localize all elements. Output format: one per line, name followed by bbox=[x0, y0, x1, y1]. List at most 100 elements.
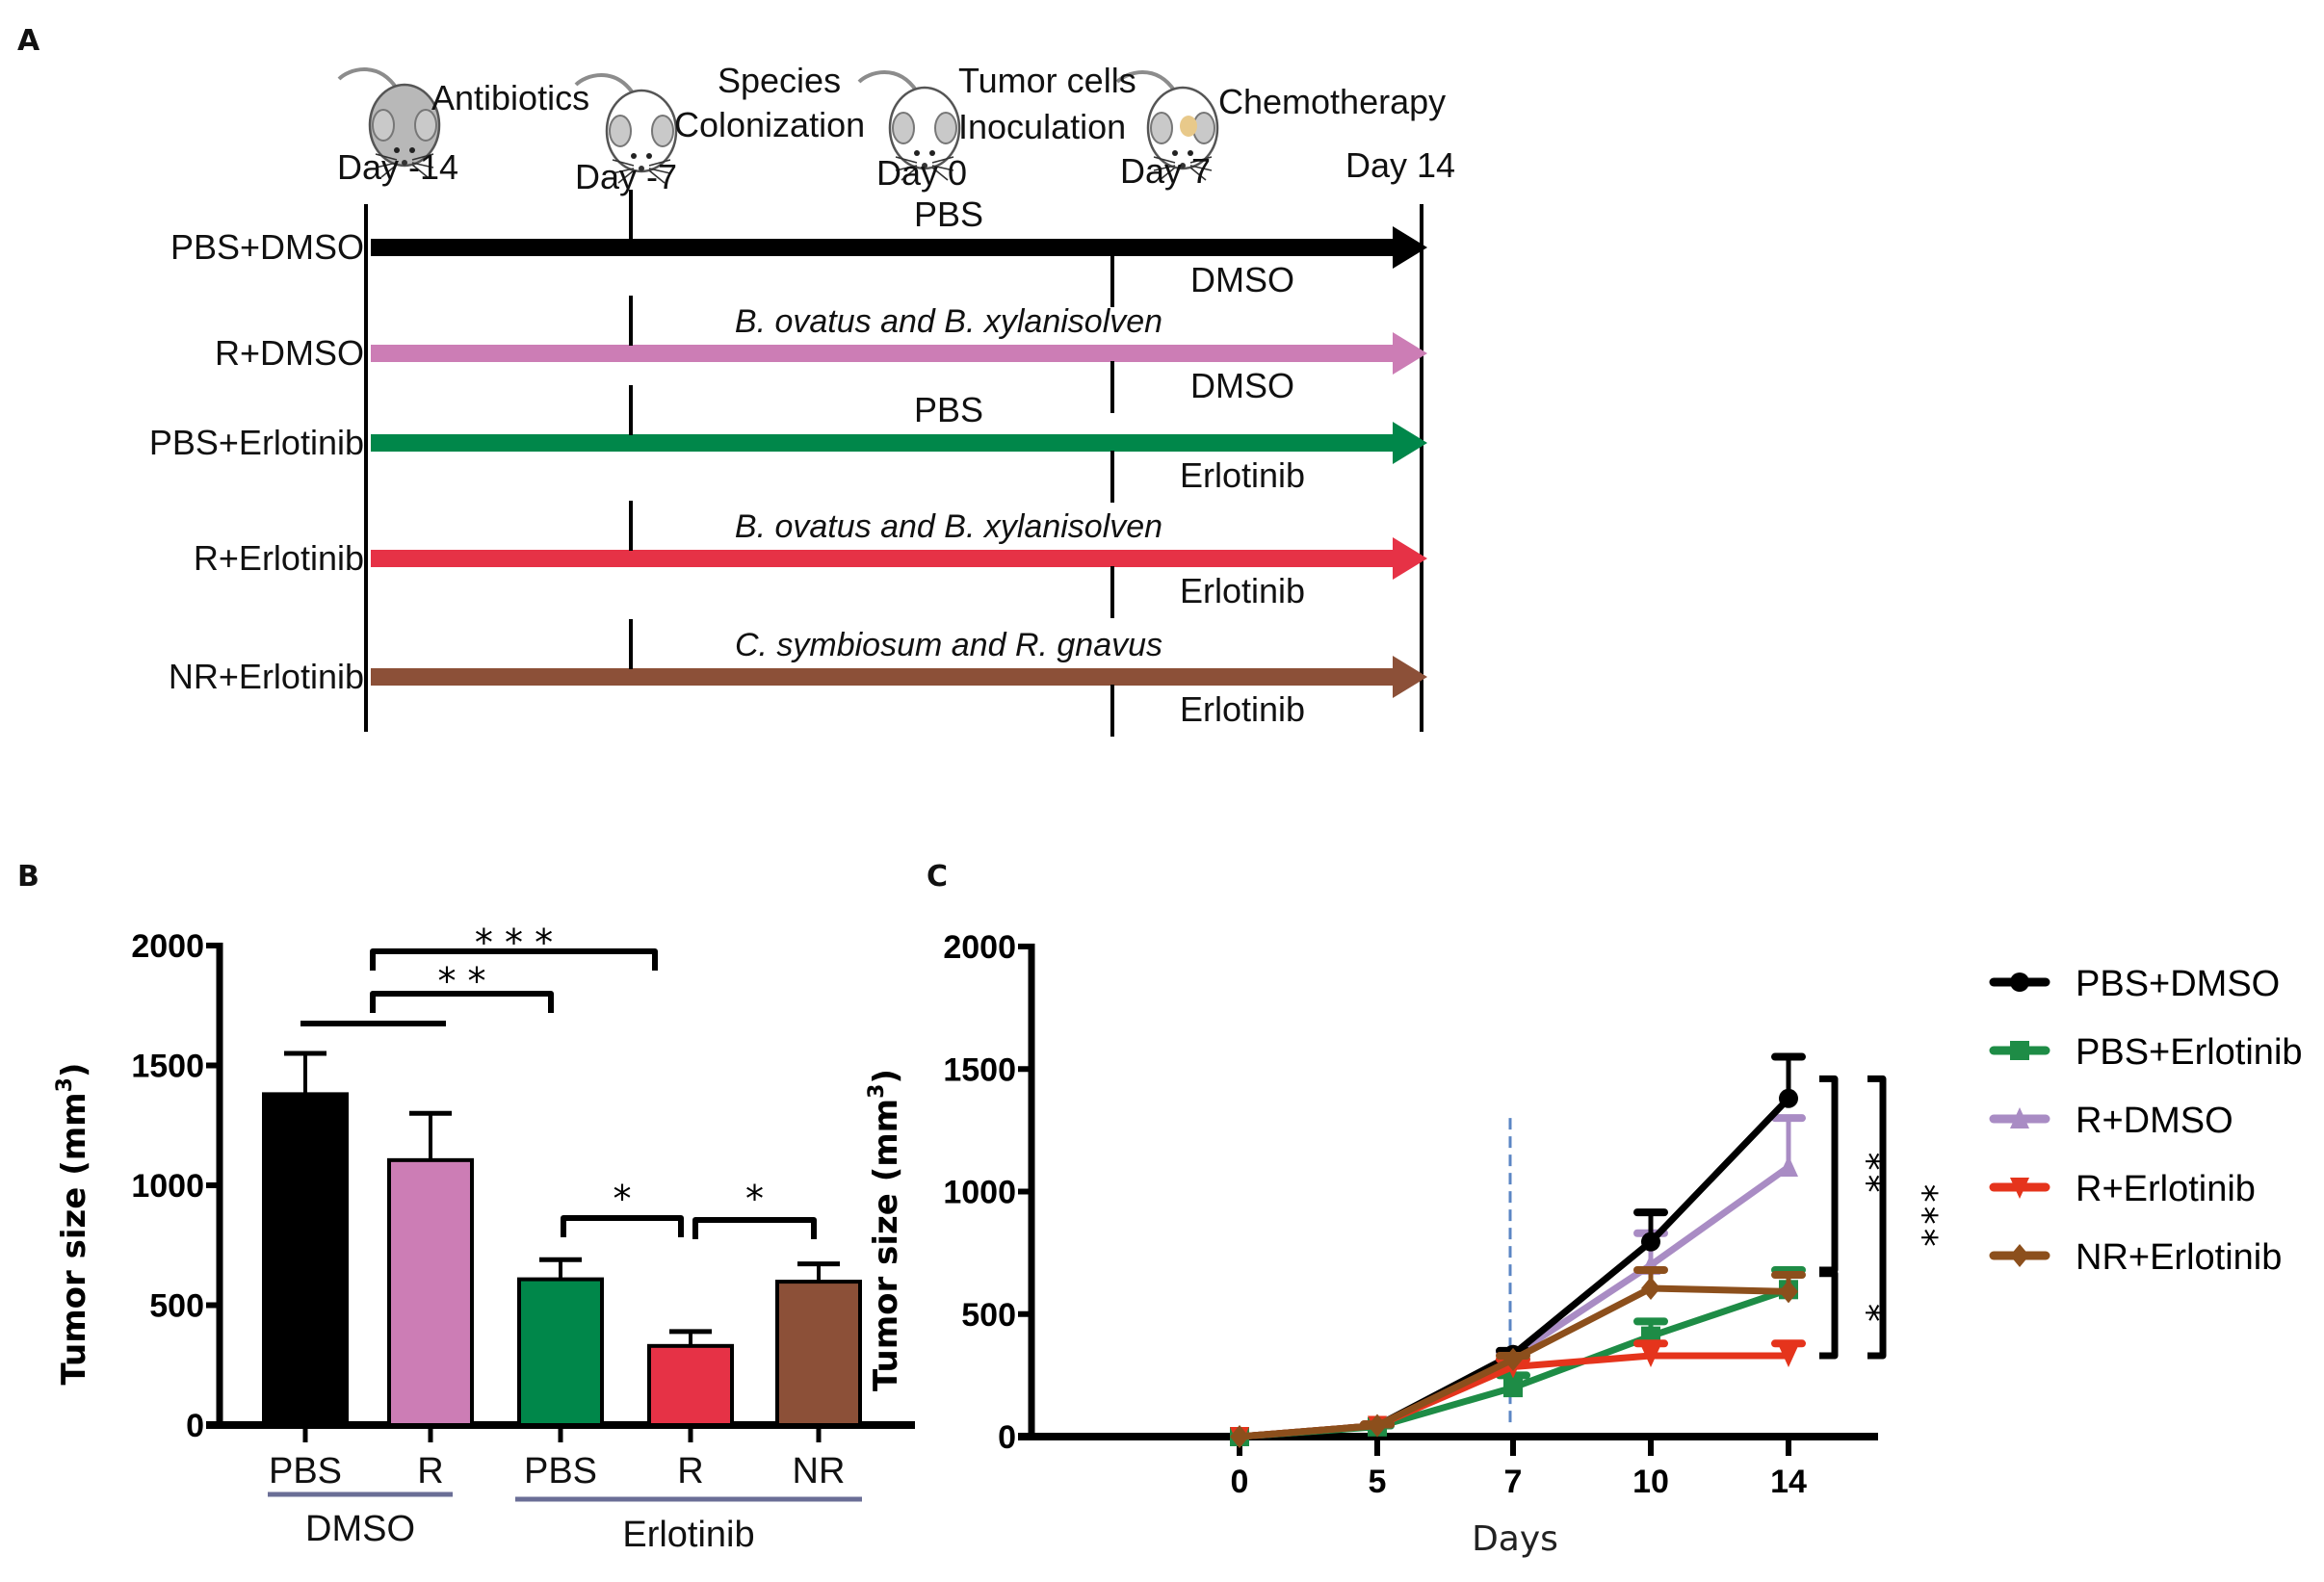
stage-label: Antibiotics bbox=[431, 78, 589, 117]
x-tick-label: 5 bbox=[1369, 1464, 1387, 1500]
colonization-label: PBS bbox=[914, 390, 983, 429]
triangle-down-marker bbox=[2010, 1178, 2029, 1199]
panel-a: A Antibiotics Species Colonization Tumor… bbox=[17, 24, 1455, 737]
day-label: Day 7 bbox=[1120, 151, 1211, 191]
significance-bracket bbox=[692, 1217, 817, 1239]
arrow-head-icon bbox=[1393, 226, 1427, 269]
diamond-marker bbox=[1503, 1347, 1523, 1371]
legend-item: NR+Erlotinib bbox=[1989, 1237, 2282, 1278]
diamond-marker bbox=[1779, 1280, 1798, 1304]
arrow-head-icon bbox=[1393, 656, 1427, 698]
treatment-label: DMSO bbox=[1190, 260, 1294, 299]
legend-item: R+Erlotinib bbox=[1989, 1169, 2256, 1209]
legend-item: PBS+DMSO bbox=[1989, 964, 2280, 1004]
significance-bracket bbox=[370, 948, 658, 971]
y-axis-title-sup: 3 bbox=[53, 1077, 77, 1092]
group-label: DMSO bbox=[305, 1509, 415, 1549]
timeline-row: R+Erlotinib B. ovatus and B. xylanisolven… bbox=[194, 501, 1427, 618]
colonization-label: C. symbiosum and R. gnavus bbox=[735, 627, 1162, 663]
arrow-head-icon bbox=[1393, 332, 1427, 375]
square-marker bbox=[1503, 1378, 1523, 1398]
stage-label: Species bbox=[718, 61, 841, 100]
square-marker bbox=[2010, 1041, 2029, 1060]
y-tick-label: 0 bbox=[998, 1419, 1016, 1456]
group-label: PBS+Erlotinib bbox=[149, 423, 364, 462]
x-tick-label: PBS bbox=[524, 1451, 597, 1491]
x-tick-label: NR bbox=[793, 1451, 846, 1491]
panel-b-label: B bbox=[17, 860, 39, 894]
circle-marker bbox=[1779, 1088, 1798, 1108]
y-axis-title: Tumor size (mm3) bbox=[865, 1069, 905, 1391]
y-tick-label: 2000 bbox=[943, 929, 1016, 966]
treatment-label: Erlotinib bbox=[1180, 689, 1305, 729]
significance-label: * bbox=[1846, 1304, 1889, 1326]
y-tick-label: 0 bbox=[186, 1408, 204, 1444]
y-axis-title-sup: 3 bbox=[865, 1084, 889, 1099]
y-tick-label: 2000 bbox=[131, 928, 204, 965]
y-tick-label: 1000 bbox=[131, 1168, 204, 1205]
x-axis-title: Days bbox=[1472, 1519, 1558, 1559]
legend-label: R+DMSO bbox=[2076, 1101, 2233, 1141]
legend-item: PBS+Erlotinib bbox=[1989, 1032, 2303, 1073]
legend: PBS+DMSO PBS+Erlotinib R+DMSO R+Erlotinib NR… bbox=[1989, 964, 2303, 1278]
bar bbox=[517, 1277, 604, 1428]
bar bbox=[775, 1280, 862, 1428]
stage-label: Tumor cells bbox=[958, 61, 1136, 100]
significance-bracket bbox=[1819, 1270, 1839, 1360]
significance-label: * * * bbox=[475, 921, 553, 964]
bar bbox=[387, 1157, 474, 1427]
x-tick-label: 14 bbox=[1770, 1464, 1807, 1500]
legend-label: PBS+DMSO bbox=[2076, 964, 2280, 1004]
timeline-arrow-shaft bbox=[371, 550, 1395, 567]
group-label: R+DMSO bbox=[215, 333, 364, 373]
bar bbox=[647, 1343, 734, 1427]
timeline-row: PBS+Erlotinib PBS Erlotinib bbox=[149, 385, 1427, 503]
legend-label: NR+Erlotinib bbox=[2076, 1237, 2282, 1278]
y-axis-title-main: Tumor size (mm bbox=[867, 1099, 905, 1391]
y-axis-title-close: ) bbox=[55, 1063, 93, 1078]
panel-c-label: C bbox=[927, 860, 948, 894]
x-tick-label: 0 bbox=[1231, 1464, 1249, 1500]
colonization-label: PBS bbox=[914, 195, 983, 234]
day-label: Day 0 bbox=[876, 153, 967, 193]
circle-marker bbox=[1641, 1232, 1660, 1252]
line-chart: 0 500 1000 1500 2000 Tumor size (mm3) 0 5 7 10 14 D… bbox=[865, 929, 1945, 1559]
x-tick-label: 7 bbox=[1504, 1464, 1523, 1500]
stage-label: Chemotherapy bbox=[1218, 82, 1446, 121]
significance-label: * bbox=[745, 1178, 764, 1220]
day-label: Day 14 bbox=[1345, 145, 1455, 185]
stage-label: Colonization bbox=[674, 105, 865, 144]
triangle-up-marker bbox=[1779, 1155, 1798, 1178]
diamond-marker bbox=[1641, 1277, 1660, 1301]
tumor-mouse-icon bbox=[1115, 70, 1219, 182]
treatment-label: Erlotinib bbox=[1180, 455, 1305, 495]
panel-c: C 0 500 1000 1500 2000 Tumor size (mm3) 0 5 7 10 1… bbox=[865, 860, 2303, 1559]
timeline-arrow-shaft bbox=[371, 345, 1395, 362]
timeline-row: PBS+DMSO PBS DMSO bbox=[170, 190, 1427, 307]
y-axis-title-main: Tumor size (mm bbox=[55, 1092, 93, 1385]
colonization-label: B. ovatus and B. xylanisolven bbox=[735, 303, 1162, 340]
group-label: Erlotinib bbox=[622, 1515, 754, 1555]
significance-bracket bbox=[370, 991, 554, 1013]
y-axis-title: Tumor size (mm3) bbox=[53, 1063, 93, 1386]
bar bbox=[262, 1092, 349, 1427]
legend-label: PBS+Erlotinib bbox=[2076, 1032, 2303, 1073]
significance-bracket bbox=[1819, 1075, 1839, 1274]
arrow-head-icon bbox=[1393, 537, 1427, 580]
significance-bracket bbox=[561, 1215, 684, 1237]
group-label: R+Erlotinib bbox=[194, 538, 364, 578]
timeline-row: R+DMSO B. ovatus and B. xylanisolven DMSO bbox=[215, 296, 1427, 413]
group-label: PBS+DMSO bbox=[170, 227, 364, 267]
stage-label: Inoculation bbox=[958, 107, 1126, 146]
triangle-down-marker bbox=[1779, 1346, 1798, 1368]
triangle-up-marker bbox=[2010, 1107, 2029, 1128]
y-tick-label: 1500 bbox=[131, 1049, 204, 1085]
legend-item: R+DMSO bbox=[1989, 1101, 2233, 1141]
x-tick-label: PBS bbox=[269, 1451, 342, 1491]
timeline-arrow-shaft bbox=[371, 239, 1395, 256]
legend-label: R+Erlotinib bbox=[2076, 1169, 2256, 1209]
y-tick-label: 1500 bbox=[943, 1051, 1016, 1088]
y-tick-label: 500 bbox=[149, 1288, 204, 1325]
